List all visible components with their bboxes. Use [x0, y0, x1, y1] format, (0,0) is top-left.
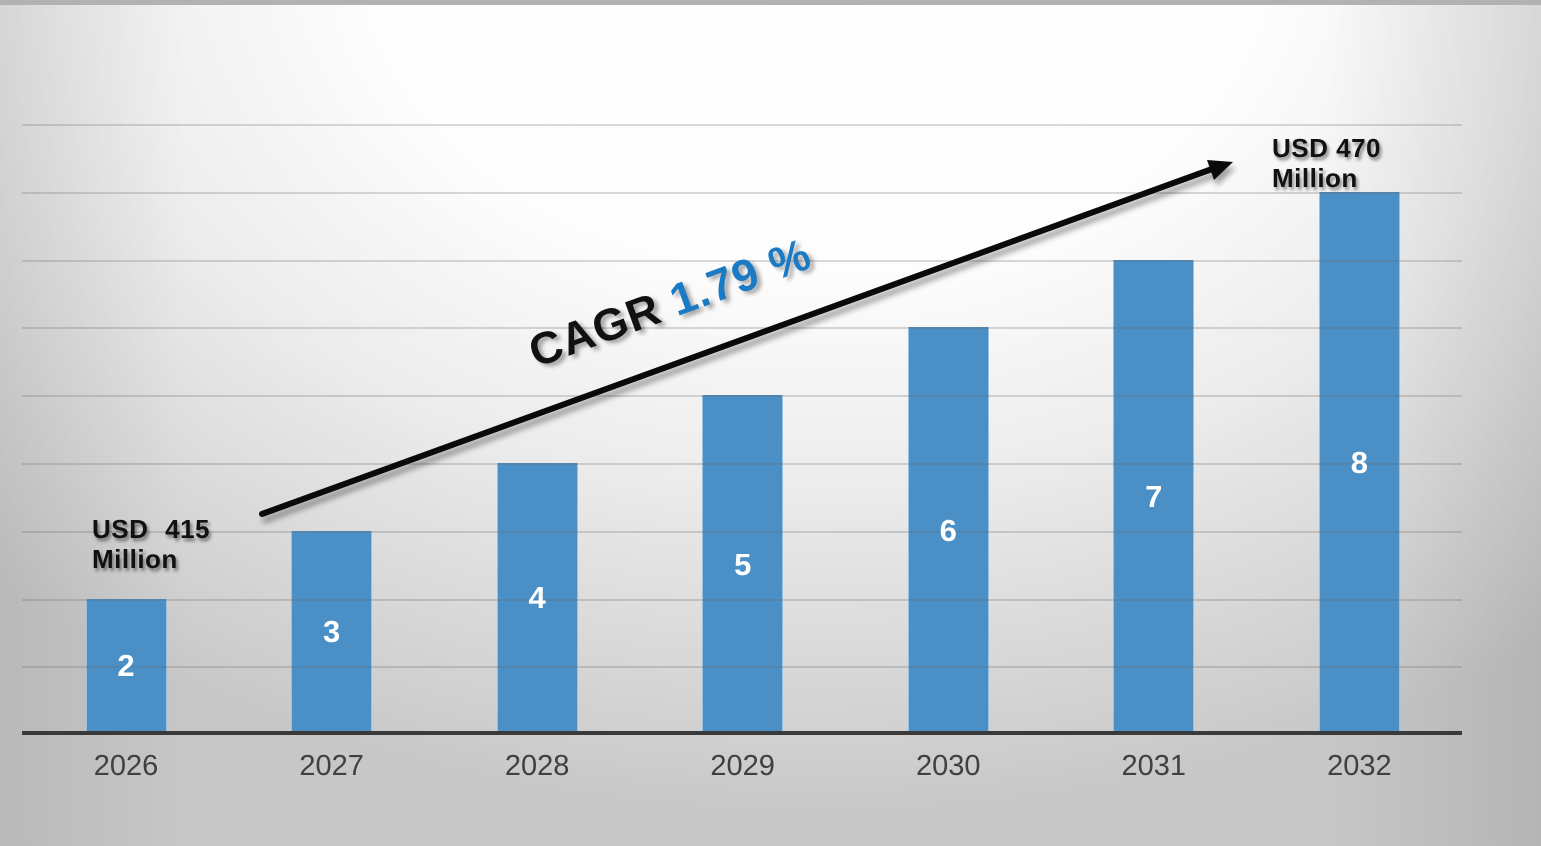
bar-2031: 7: [1113, 259, 1195, 734]
bar-2032: 8: [1318, 191, 1400, 734]
bar-2030: 6: [907, 327, 989, 734]
x-axis-label-2030: 2030: [916, 750, 981, 782]
start-value-number: 415: [165, 514, 210, 544]
gridline: [22, 327, 1462, 330]
bar-2027: 3: [291, 530, 373, 734]
gridline: [22, 395, 1462, 398]
gridline: [22, 191, 1462, 194]
bar-value-label: 3: [322, 614, 341, 650]
gridline: [22, 666, 1462, 669]
x-axis-label-2031: 2031: [1121, 750, 1187, 782]
bar-2028: 4: [496, 462, 578, 734]
bar-2026: 2: [85, 598, 167, 734]
start-value-line1: USD 415: [92, 514, 210, 544]
gridline: [22, 259, 1462, 262]
start-value-line2: Million: [92, 544, 178, 574]
start-value-currency: USD: [92, 514, 149, 544]
end-value-line1: USD 470: [1272, 133, 1381, 163]
x-axis-label-2027: 2027: [299, 750, 364, 782]
x-axis-label-2029: 2029: [710, 750, 775, 782]
bar-value-label: 7: [1145, 478, 1163, 514]
bar-value-label: 2: [117, 648, 135, 684]
gridline: [22, 598, 1462, 601]
end-value-line2: Million: [1272, 163, 1358, 193]
bar-value-label: 8: [1350, 444, 1369, 480]
x-axis-line: [22, 731, 1462, 735]
bar-2029: 5: [702, 395, 784, 734]
gridline: [22, 124, 1462, 127]
x-axis-label-2026: 2026: [93, 750, 159, 782]
bar-value-label: 5: [734, 546, 752, 582]
start-value-annotation: USD 415 Million: [92, 514, 210, 574]
x-axis-label-2028: 2028: [504, 750, 570, 782]
gridline: [22, 530, 1462, 533]
trend-arrow-line: [259, 166, 1215, 517]
end-value-annotation: USD 470 Million: [1272, 133, 1381, 193]
x-axis-label-2032: 2032: [1327, 750, 1392, 782]
trend-arrow-head: [1207, 160, 1233, 180]
trend-arrow: [259, 160, 1233, 517]
gridline: [22, 462, 1462, 465]
bar-value-label: 4: [528, 580, 546, 616]
bar-value-label: 6: [939, 512, 957, 548]
